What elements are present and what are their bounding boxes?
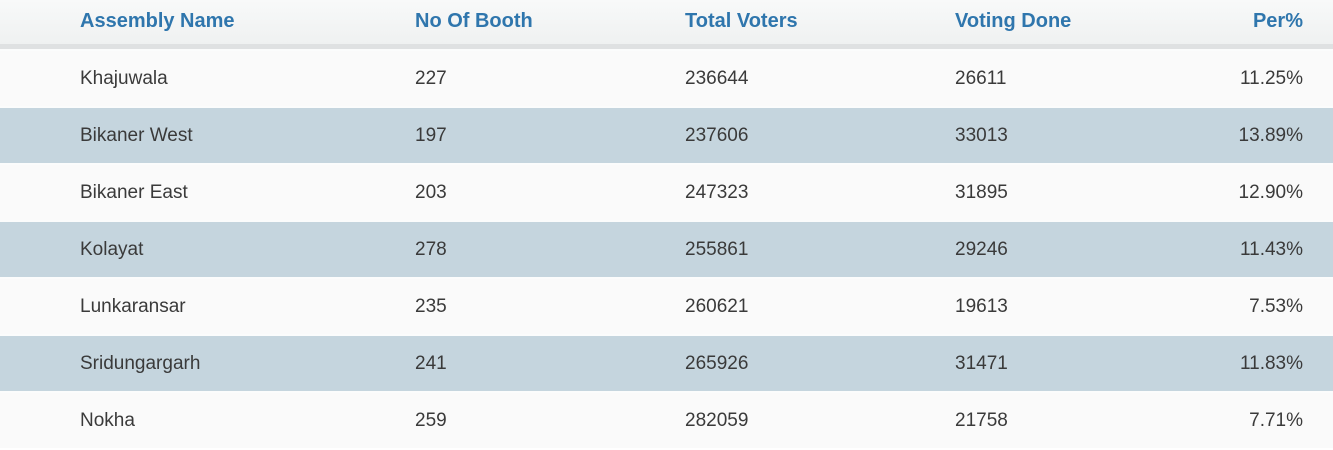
cell-voters: 236644 [675,49,945,106]
cell-booth: 259 [405,391,675,448]
cell-per: 11.25% [1215,49,1333,106]
cell-done: 31895 [945,163,1215,220]
cell-booth: 278 [405,220,675,277]
cell-done: 19613 [945,277,1215,334]
cell-done: 21758 [945,391,1215,448]
table-header-row: Assembly Name No Of Booth Total Voters Voti… [0,0,1333,49]
cell-voters: 260621 [675,277,945,334]
table-row: Khajuwala 227 236644 26611 11.25% [0,49,1333,106]
cell-voters: 237606 [675,106,945,163]
column-header-booth: No Of Booth [405,0,675,49]
cell-voters: 247323 [675,163,945,220]
cell-voters: 255861 [675,220,945,277]
table-row: Lunkaransar 235 260621 19613 7.53% [0,277,1333,334]
cell-booth: 197 [405,106,675,163]
cell-booth: 203 [405,163,675,220]
table-row: Sridungargarh 241 265926 31471 11.83% [0,334,1333,391]
table-row: Bikaner East 203 247323 31895 12.90% [0,163,1333,220]
cell-per: 7.71% [1215,391,1333,448]
cell-voters: 282059 [675,391,945,448]
cell-assembly: Bikaner East [0,163,405,220]
column-header-done: Voting Done [945,0,1215,49]
cell-per: 11.83% [1215,334,1333,391]
column-header-voters: Total Voters [675,0,945,49]
column-header-assembly: Assembly Name [0,0,405,49]
cell-booth: 241 [405,334,675,391]
table-body: Khajuwala 227 236644 26611 11.25% Bikaner Wes… [0,49,1333,448]
table-row: Nokha 259 282059 21758 7.71% [0,391,1333,448]
cell-per: 13.89% [1215,106,1333,163]
cell-per: 7.53% [1215,277,1333,334]
cell-assembly: Khajuwala [0,49,405,106]
column-header-per: Per% [1215,0,1333,49]
cell-per: 11.43% [1215,220,1333,277]
table-row: Kolayat 278 255861 29246 11.43% [0,220,1333,277]
table-row: Bikaner West 197 237606 33013 13.89% [0,106,1333,163]
cell-done: 31471 [945,334,1215,391]
cell-assembly: Bikaner West [0,106,405,163]
cell-assembly: Sridungargarh [0,334,405,391]
cell-assembly: Lunkaransar [0,277,405,334]
cell-assembly: Kolayat [0,220,405,277]
cell-assembly: Nokha [0,391,405,448]
cell-done: 26611 [945,49,1215,106]
cell-booth: 227 [405,49,675,106]
cell-done: 33013 [945,106,1215,163]
cell-booth: 235 [405,277,675,334]
cell-done: 29246 [945,220,1215,277]
cell-per: 12.90% [1215,163,1333,220]
cell-voters: 265926 [675,334,945,391]
